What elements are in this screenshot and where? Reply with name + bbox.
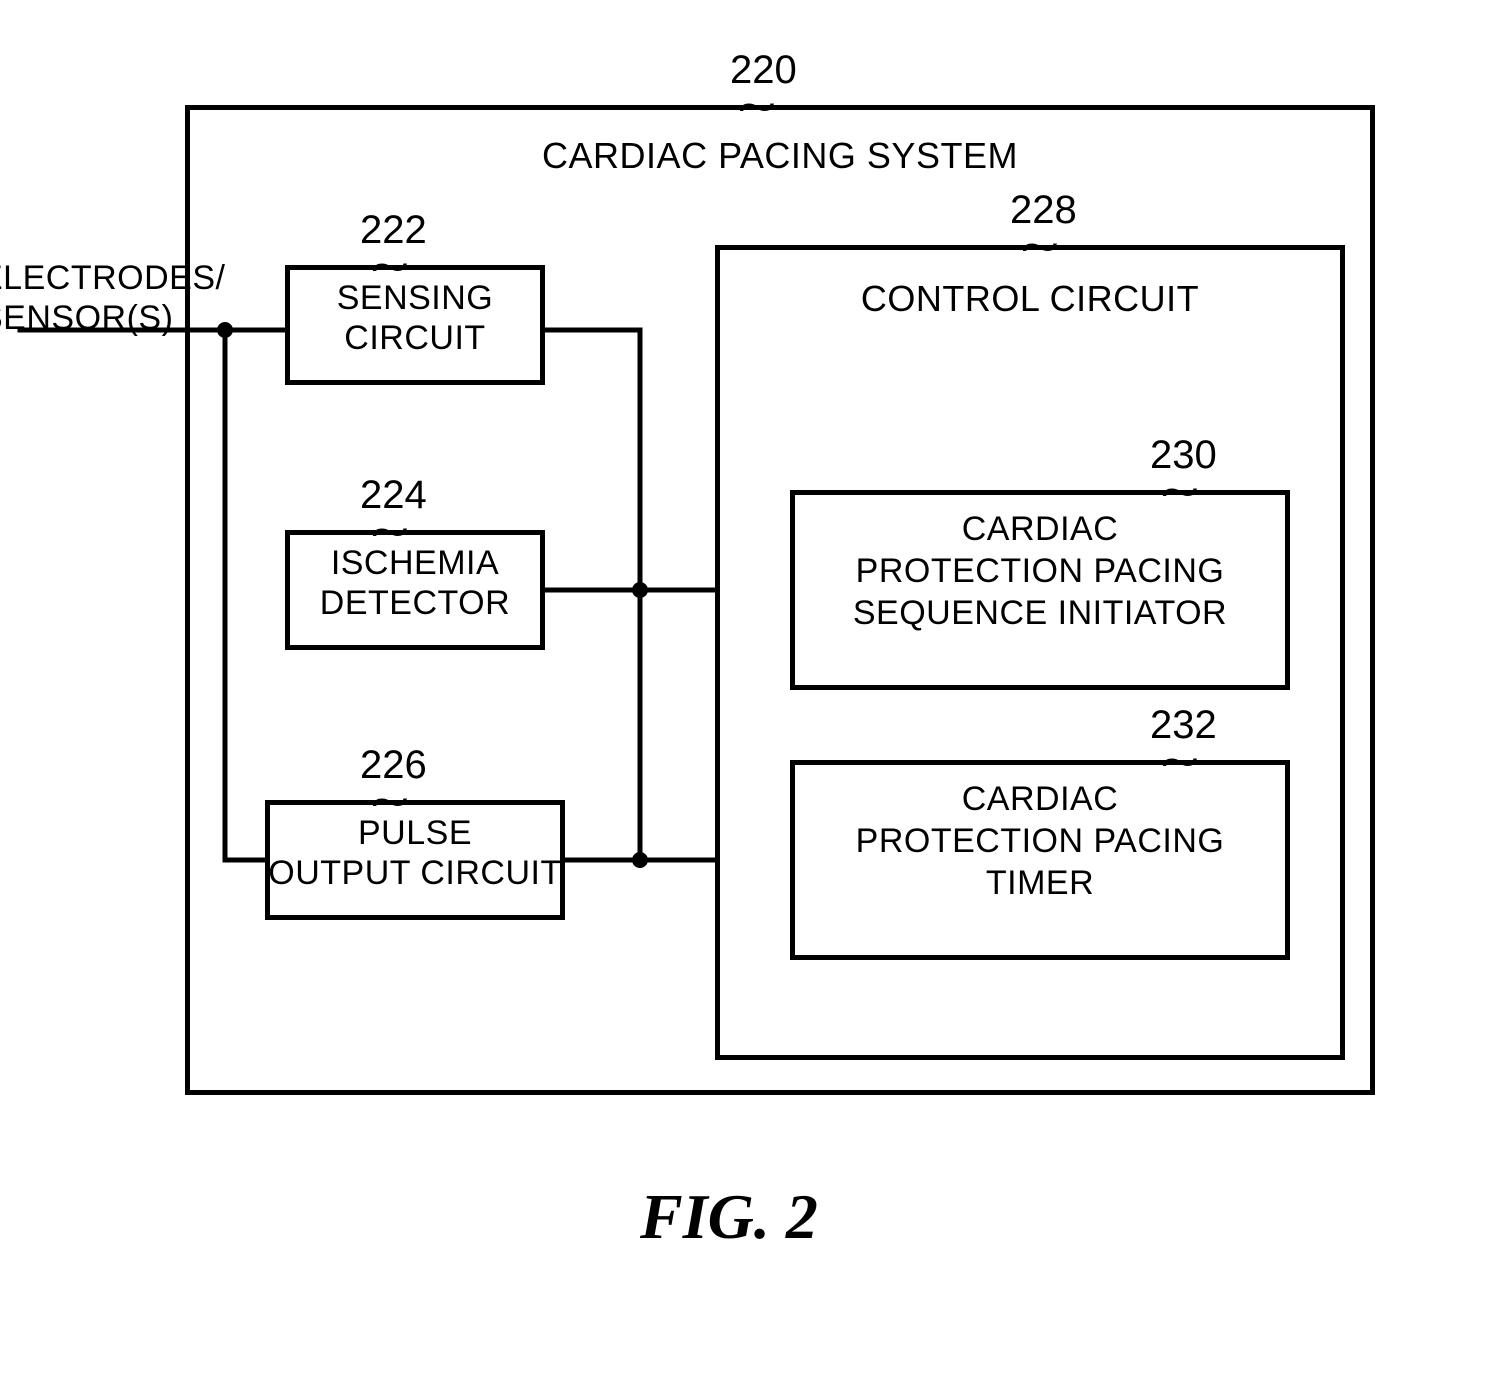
tilde-icon: ~ bbox=[371, 242, 409, 293]
tilde-icon: ~ bbox=[371, 777, 409, 828]
tilde-icon: ~ bbox=[1161, 467, 1199, 518]
system-title: CARDIAC PACING SYSTEM bbox=[185, 135, 1375, 177]
sensing-label: SENSING CIRCUIT bbox=[285, 278, 545, 358]
ischemia-label: ISCHEMIA DETECTOR bbox=[285, 543, 545, 623]
tilde-icon: ~ bbox=[1021, 222, 1059, 273]
figure-label: FIG. 2 bbox=[640, 1180, 818, 1254]
timer-label: CARDIAC PROTECTION PACING TIMER bbox=[790, 778, 1290, 904]
tilde-icon: ~ bbox=[738, 82, 776, 133]
control-title: CONTROL CIRCUIT bbox=[715, 278, 1345, 320]
diagram-canvas: ELECTRODES/ SENSOR(S) CARDIAC PACING SYS… bbox=[0, 0, 1503, 1377]
pulse-label: PULSE OUTPUT CIRCUIT bbox=[265, 813, 565, 893]
tilde-icon: ~ bbox=[1161, 737, 1199, 788]
tilde-icon: ~ bbox=[371, 507, 409, 558]
input-label: ELECTRODES/ SENSOR(S) bbox=[0, 258, 210, 338]
initiator-label: CARDIAC PROTECTION PACING SEQUENCE INITI… bbox=[790, 508, 1290, 634]
